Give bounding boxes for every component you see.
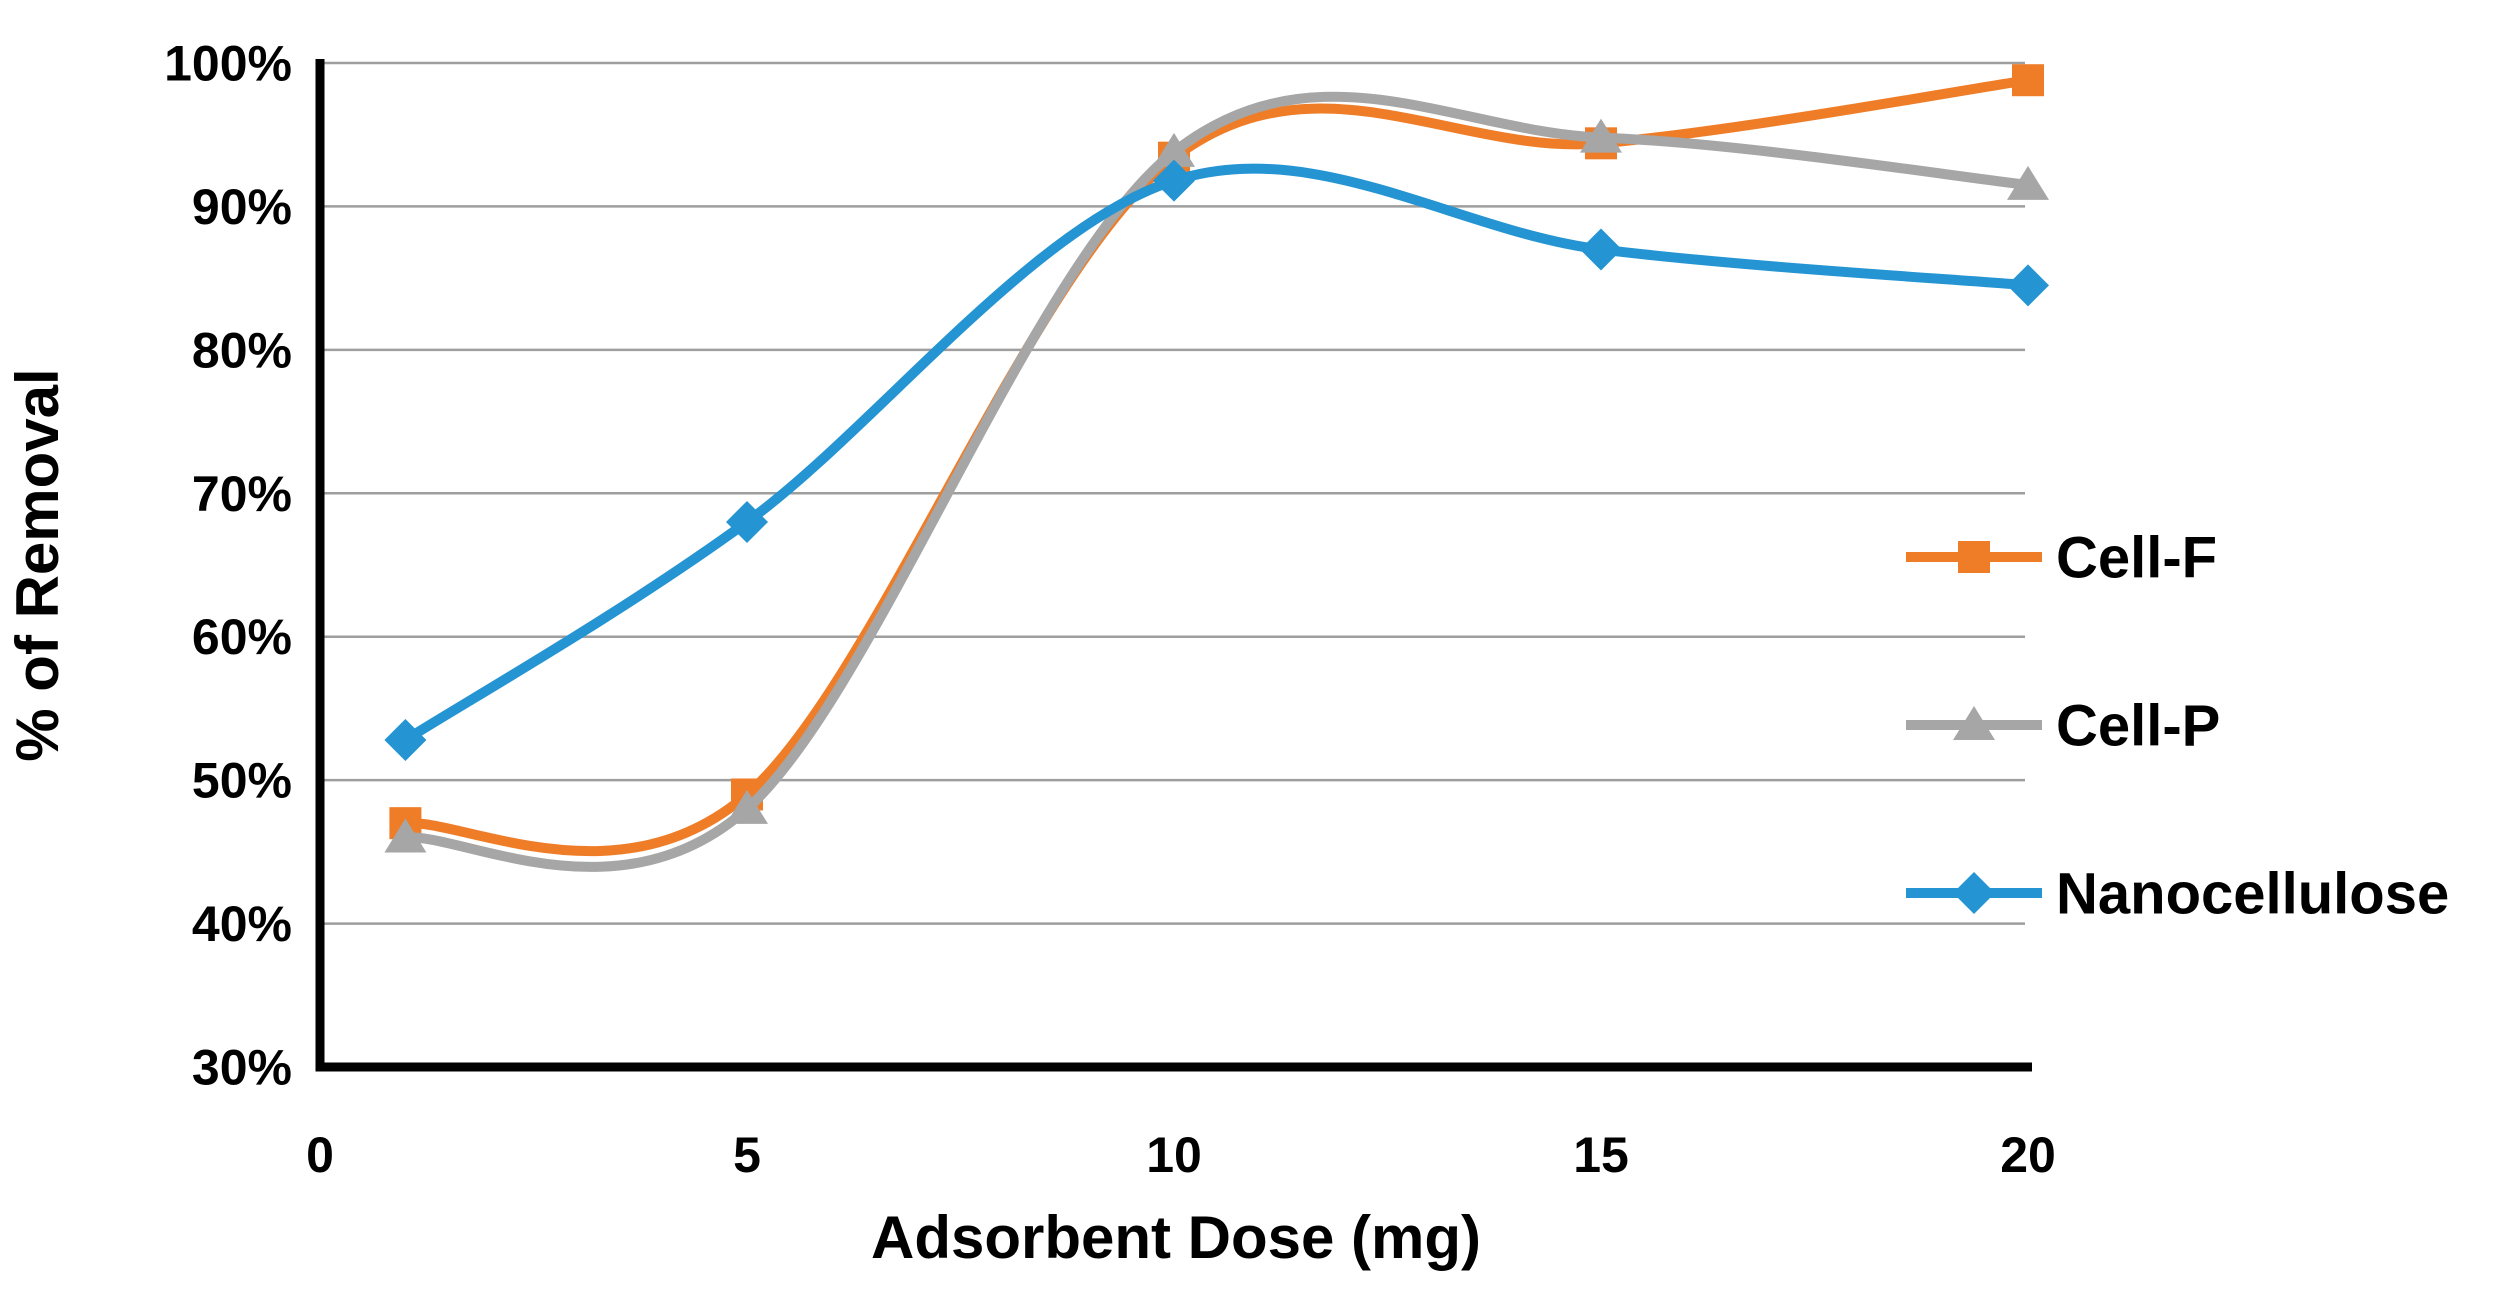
series-nanocellulose [384, 159, 2049, 761]
series-curves [384, 64, 2049, 872]
marker-nanocellulose-20 [2007, 264, 2049, 307]
series-line-nanocellulose [400, 163, 2033, 745]
legend-item-cell-p: Cell-P [1906, 693, 2220, 758]
legend-marker-cell-f [1958, 541, 1990, 573]
legend-item-cell-f: Cell-F [1906, 525, 2217, 590]
legend-label-cell-p: Cell-P [2056, 693, 2220, 758]
legend: Cell-F Cell-P Nanocellulose [1906, 525, 2449, 926]
marker-cell-p-1 [384, 818, 427, 853]
marker-cell-p-20 [2007, 165, 2049, 200]
y-tick-label-100: 100% [164, 36, 292, 92]
x-tick-label-0: 0 [306, 1127, 334, 1183]
marker-cell-p-10 [1153, 132, 1195, 167]
y-tick-label-60: 60% [192, 609, 292, 665]
marker-nanocellulose-10 [1153, 159, 1195, 202]
axes [315, 59, 2032, 1072]
x-tick-label-10: 10 [1146, 1127, 1202, 1183]
series-cell-f [389, 64, 2044, 857]
series-line-cell-f [400, 75, 2033, 857]
y-tick-label-50: 50% [192, 753, 292, 809]
legend-item-nanocellulose: Nanocellulose [1906, 861, 2449, 926]
legend-marker-nanocellulose [1953, 872, 1995, 914]
x-tick-label-15: 15 [1573, 1127, 1629, 1183]
series-cell-p [384, 91, 2049, 872]
tick-labels: 100% 90% 80% 70% 60% 50% 40% 30%0 5 10 15 20 [164, 36, 2056, 1184]
marker-cell-p-15 [1580, 118, 1622, 153]
gridlines [320, 61, 2025, 925]
marker-nanocellulose-15 [1580, 228, 1622, 271]
y-tick-label-30: 30% [192, 1040, 292, 1096]
x-tick-label-5: 5 [733, 1127, 761, 1183]
y-tick-label-40: 40% [192, 896, 292, 952]
marker-nanocellulose-1 [384, 718, 427, 761]
y-tick-label-70: 70% [192, 466, 292, 522]
legend-marker-cell-p [1953, 706, 1995, 740]
legend-label-cell-f: Cell-F [2056, 525, 2217, 590]
y-tick-label-80: 80% [192, 322, 292, 378]
x-axis-title: Adsorbent Dose (mg) [871, 1204, 1481, 1271]
series-line-cell-p [400, 91, 2033, 872]
marker-cell-f-20 [2012, 64, 2044, 97]
marker-cell-p-5 [726, 789, 768, 824]
marker-nanocellulose-5 [726, 500, 768, 543]
legend-label-nanocellulose: Nanocellulose [2056, 861, 2449, 926]
y-tick-label-90: 90% [192, 179, 292, 235]
x-tick-label-20: 20 [2000, 1127, 2056, 1183]
y-axis-title: % of Removal [4, 368, 71, 761]
